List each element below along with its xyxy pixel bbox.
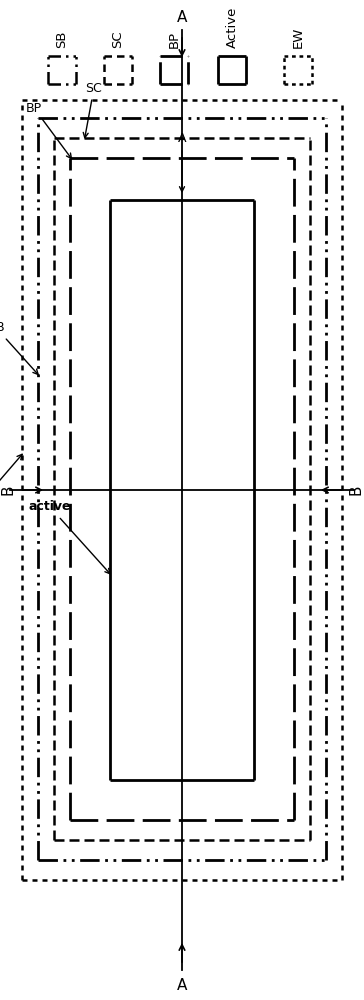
Text: EW: EW — [292, 27, 305, 48]
Text: B: B — [348, 485, 364, 495]
Text: active: active — [29, 500, 110, 574]
Text: SB: SB — [55, 30, 68, 48]
Text: BP: BP — [167, 31, 181, 48]
Text: B: B — [0, 485, 16, 495]
Text: Active: Active — [226, 7, 238, 48]
Text: SC: SC — [83, 82, 102, 138]
Text: EW: EW — [0, 454, 22, 508]
Text: BP: BP — [26, 102, 71, 159]
Text: SB: SB — [0, 321, 38, 374]
Text: SC: SC — [111, 30, 124, 48]
Text: A: A — [177, 978, 187, 993]
Text: A: A — [178, 132, 186, 192]
Text: A: A — [177, 10, 187, 25]
